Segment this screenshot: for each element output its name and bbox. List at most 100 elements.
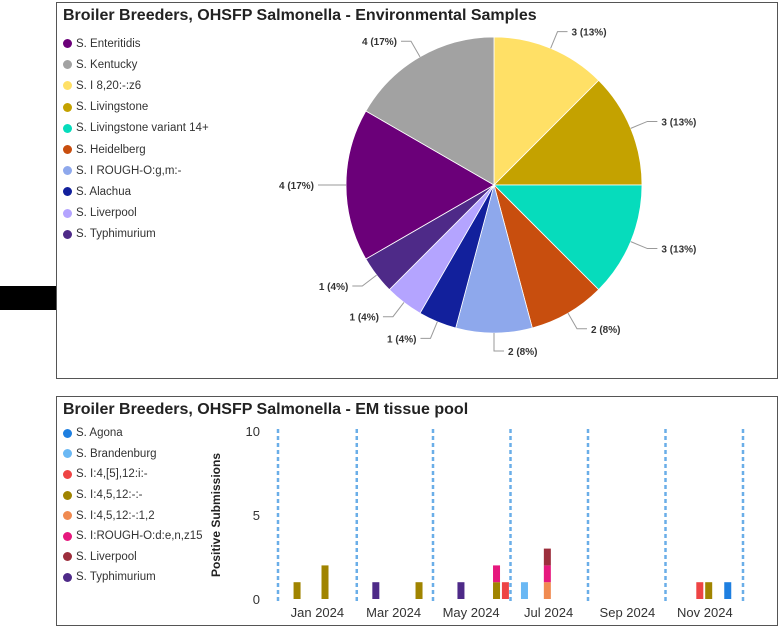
- x-tick-label: Mar 2024: [366, 605, 421, 620]
- pie-legend-item[interactable]: S. Liverpool: [63, 203, 209, 224]
- x-tick-label: May 2024: [443, 605, 500, 620]
- pie-legend-item[interactable]: S. Enteritidis: [63, 33, 209, 54]
- x-tick-label: Jan 2024: [291, 605, 345, 620]
- pie-data-label: 1 (4%): [319, 282, 348, 293]
- legend-swatch: [63, 552, 72, 562]
- legend-swatch: [63, 208, 72, 218]
- pie-legend-item[interactable]: S. I 8,20:-:z6: [63, 75, 209, 96]
- pie-leader-line: [382, 302, 405, 318]
- y-tick-label: 5: [253, 508, 260, 523]
- legend-label: S. Heidelberg: [76, 143, 146, 156]
- pie-leader-line: [630, 120, 658, 129]
- pie-legend-item[interactable]: S. Kentucky: [63, 54, 209, 75]
- pie-legend-item[interactable]: S. I ROUGH-O:g,m:-: [63, 160, 209, 181]
- y-tick-label: 0: [253, 592, 260, 607]
- bar-segment[interactable]: [696, 582, 704, 599]
- bar-segment[interactable]: [293, 582, 301, 599]
- y-tick-label: 10: [246, 424, 260, 439]
- legend-label: S. I:4,[5],12:i:-: [76, 468, 148, 481]
- legend-label: S. Livingstone: [76, 101, 149, 114]
- bar-legend-item[interactable]: S. I:4,5,12:-:-: [63, 485, 203, 506]
- legend-swatch: [63, 102, 72, 112]
- bar-legend-item[interactable]: S. I:ROUGH-O:d:e,n,z15: [63, 526, 203, 547]
- legend-label: S. Alachua: [76, 185, 131, 198]
- bar-segment[interactable]: [415, 582, 423, 599]
- pie-data-label: 2 (8%): [591, 325, 620, 336]
- pie-legend-item[interactable]: S. Heidelberg: [63, 139, 209, 160]
- bar-segment[interactable]: [321, 565, 329, 599]
- pie-data-label: 4 (17%): [362, 37, 397, 48]
- pie-legend-item[interactable]: S. Livingstone variant 14+: [63, 118, 209, 139]
- legend-label: S. I:ROUGH-O:d:e,n,z15: [76, 530, 203, 543]
- legend-swatch: [63, 39, 72, 49]
- em-tissue-pool-chart: Broiler Breeders, OHSFP Salmonella - EM …: [56, 396, 778, 626]
- pie-data-label: 3 (13%): [661, 245, 696, 256]
- legend-swatch: [63, 145, 72, 155]
- bar-segment[interactable]: [705, 582, 713, 599]
- pie-data-label: 2 (8%): [508, 347, 537, 358]
- pie-leader-line: [630, 241, 658, 250]
- legend-swatch: [63, 511, 72, 521]
- bar-legend-item[interactable]: S. Agona: [63, 423, 203, 444]
- bar-segment[interactable]: [724, 582, 732, 599]
- pie-chart-title: Broiler Breeders, OHSFP Salmonella - Env…: [63, 7, 537, 24]
- pie-leader-line: [493, 333, 504, 352]
- bar-segment[interactable]: [543, 548, 551, 566]
- bar-legend: S. Agona S. Brandenburg S. I:4,[5],12:i:- S…: [63, 423, 203, 588]
- bar-legend-item[interactable]: S. Typhimurium: [63, 567, 203, 588]
- legend-swatch: [63, 60, 72, 70]
- pie-legend-item[interactable]: S. Typhimurium: [63, 224, 209, 245]
- environmental-samples-chart: Broiler Breeders, OHSFP Salmonella - Env…: [56, 2, 778, 379]
- legend-label: S. Typhimurium: [76, 228, 156, 241]
- legend-label: S. I ROUGH-O:g,m:-: [76, 164, 182, 177]
- pie-leader-line: [401, 40, 421, 58]
- bar-legend-item[interactable]: S. I:4,5,12:-:1,2: [63, 505, 203, 526]
- pie-legend-item[interactable]: S. Alachua: [63, 181, 209, 202]
- legend-swatch: [63, 166, 72, 176]
- y-axis-label: Positive Submissions: [209, 453, 223, 577]
- pie-data-label: 3 (13%): [572, 28, 607, 39]
- legend-swatch: [63, 123, 72, 133]
- bar-legend-item[interactable]: S. Liverpool: [63, 547, 203, 568]
- bar-chart-title: Broiler Breeders, OHSFP Salmonella - EM …: [63, 401, 469, 418]
- bar-segment[interactable]: [520, 582, 528, 599]
- legend-label: S. Typhimurium: [76, 571, 156, 584]
- legend-swatch: [63, 428, 72, 438]
- pie-legend-item[interactable]: S. Livingstone: [63, 97, 209, 118]
- legend-swatch: [63, 81, 72, 91]
- pie-data-label: 1 (4%): [349, 313, 378, 324]
- legend-swatch: [63, 449, 72, 459]
- legend-swatch: [63, 469, 72, 479]
- bar-segment[interactable]: [493, 565, 501, 583]
- legend-swatch: [63, 490, 72, 500]
- legend-swatch: [63, 229, 72, 239]
- legend-label: S. I:4,5,12:-:-: [76, 489, 143, 502]
- legend-label: S. Kentucky: [76, 58, 138, 71]
- x-tick-label: Nov 2024: [677, 605, 733, 620]
- legend-label: S. Liverpool: [76, 550, 137, 563]
- bar-legend-item[interactable]: S. Brandenburg: [63, 444, 203, 465]
- legend-label: S. Agona: [76, 427, 123, 440]
- pie-data-label: 4 (17%): [279, 181, 314, 192]
- legend-label: S. I 8,20:-:z6: [76, 79, 142, 92]
- bar-legend-item[interactable]: S. I:4,[5],12:i:-: [63, 464, 203, 485]
- bar-segment[interactable]: [543, 582, 551, 599]
- bar-segment[interactable]: [543, 565, 551, 583]
- legend-swatch: [63, 572, 72, 582]
- x-tick-label: Sep 2024: [600, 605, 656, 620]
- bar-segment[interactable]: [457, 582, 465, 599]
- bar-segment[interactable]: [372, 582, 380, 599]
- bar-segment[interactable]: [501, 582, 509, 599]
- legend-label: S. Enteritidis: [76, 37, 141, 50]
- legend-label: S. Brandenburg: [76, 447, 157, 460]
- legend-label: S. Livingstone variant 14+: [76, 122, 209, 135]
- legend-label: S. Liverpool: [76, 207, 137, 220]
- pie-chart: 3 (13%) 3 (13%) 3 (13%) 2 (8%) 2 (8%) 1 (4%) 1…: [279, 28, 696, 358]
- pie-leader-line: [352, 274, 377, 287]
- pie-leader-line: [420, 321, 438, 339]
- pie-data-label: 1 (4%): [387, 334, 416, 345]
- bar-segment[interactable]: [493, 582, 501, 599]
- legend-swatch: [63, 531, 72, 541]
- pie-data-label: 3 (13%): [661, 117, 696, 128]
- stacked-bar-chart: 0 5 10 Positive Submissions Jan 2024 Mar 2024…: [209, 424, 745, 620]
